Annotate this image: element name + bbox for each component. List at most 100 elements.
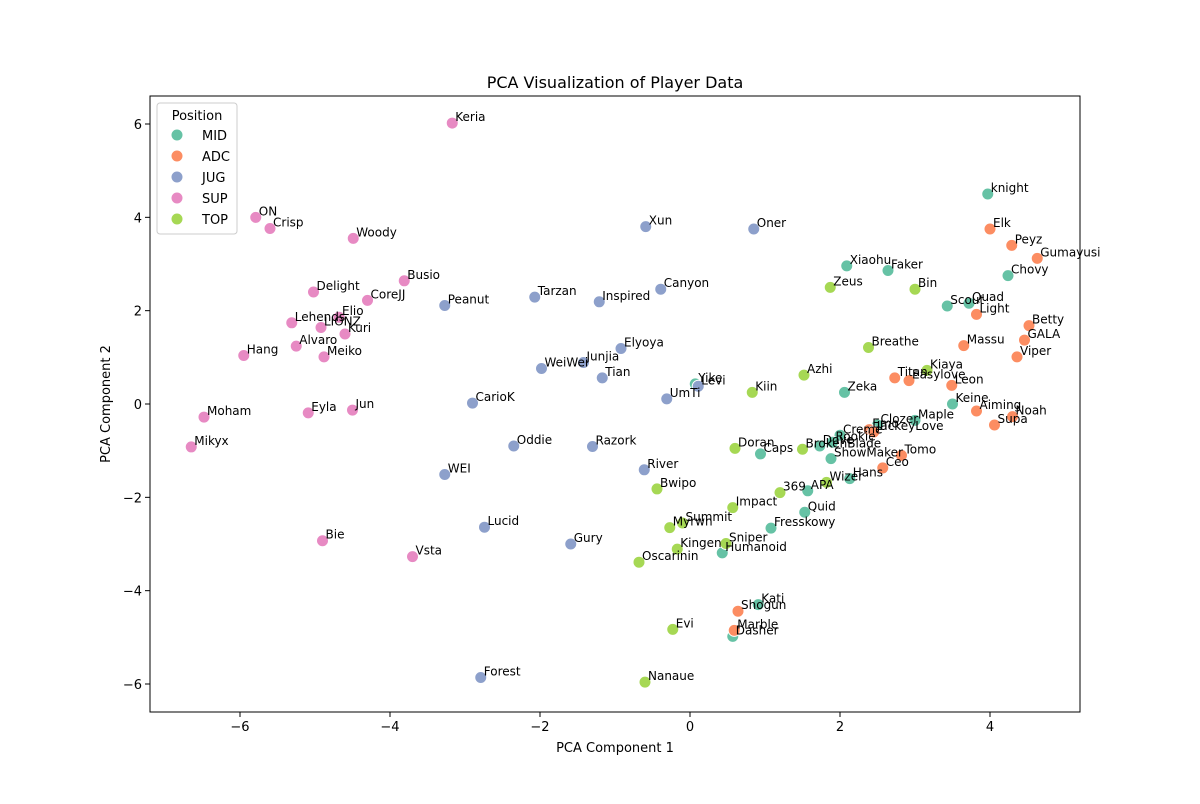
x-tick-label: −4 [380,720,399,735]
data-points [184,116,1044,689]
legend-title: Position [172,109,223,124]
point-label: Kingen [680,536,721,550]
point-label: Shogun [741,598,786,612]
data-point-mid [838,385,851,399]
data-point-sup [361,293,374,307]
data-point-sup [332,310,346,324]
point-label: Junjia [586,349,620,363]
point-label: Levi [701,373,725,387]
legend-label: SUP [202,192,228,207]
legend-marker-jug [170,170,184,184]
x-tick-label: 4 [986,720,994,735]
data-point-adc [876,461,890,475]
data-point-adc [1030,251,1044,265]
point-label: Kati [761,592,784,606]
data-point-adc [970,404,983,418]
x-tick-label: −2 [530,720,549,735]
data-point-top [650,482,664,496]
data-point-top [676,516,689,530]
point-label: Forest [484,664,521,678]
plot-frame [149,95,1081,713]
data-point-mid [826,435,839,449]
data-point-mid [801,484,815,498]
point-label: WeiWei [545,356,589,370]
point-label: Tian [604,365,630,379]
point-label: Crisp [273,216,304,230]
y-tick-label: 2 [134,305,142,320]
data-point-adc [731,604,745,618]
data-point-jug [747,222,761,236]
point-label: Elio [342,304,364,318]
point-label: Keine [956,391,989,405]
point-label: Faker [891,258,923,272]
point-label: Oddie [517,433,552,447]
data-point-jug [660,392,674,406]
x-axis-label: PCA Component 1 [556,741,674,756]
point-label: APA [811,478,835,492]
data-point-mid [908,413,922,427]
data-point-top [773,486,787,500]
data-point-sup [249,210,263,224]
point-label: Fresskowy [774,515,835,529]
data-point-top [670,542,684,556]
point-label: Supa [998,412,1028,426]
legend: Position MID ADC JUG SUP TOP [156,102,238,235]
point-label: River [647,457,678,471]
data-point-top [796,442,809,456]
data-point-sup [184,440,198,454]
legend-label: JUG [201,171,225,186]
axis-ticks: −6 −4 −2 0 2 4 −6 −4 −2 0 2 4 6 [123,118,994,735]
point-label: Nanaue [648,669,694,683]
data-point-adc [988,418,1001,432]
point-label: GALA [1028,327,1061,341]
legend-marker-mid [170,128,184,142]
point-label: Doran [738,435,774,449]
data-point-adc [902,374,916,388]
data-point-mid [840,259,854,273]
data-point-top [920,363,934,377]
point-label: Alvaro [299,333,337,347]
point-label: LIONZ [324,314,361,328]
x-tick-label: 2 [836,720,844,735]
data-point-mid [981,187,995,201]
point-label: Lucid [488,514,520,528]
data-point-jug [528,290,542,304]
point-label: Scout [950,293,984,307]
data-point-mid [813,439,827,453]
point-label: Betty [1032,313,1064,327]
data-point-jug [639,220,653,234]
point-label: Kuri [348,321,371,335]
data-point-sup [289,339,303,353]
data-point-jug [637,463,651,477]
y-tick-label: −2 [123,491,142,506]
data-point-mid [962,296,976,310]
data-point-adc [983,222,997,236]
data-point-jug [691,379,705,393]
data-point-mid [824,452,838,466]
data-point-jug [592,295,606,309]
point-label: Bie [326,528,345,542]
point-label: Woody [356,225,397,239]
point-label: Keria [455,110,485,124]
point-label: Ceo [886,455,909,469]
legend-marker-adc [170,149,184,163]
legend-label: TOP [201,213,228,228]
point-label: Creme [843,422,883,436]
point-label: Hans [853,466,883,480]
data-point-top [726,501,740,515]
point-label: Zeka [848,379,878,393]
point-label: Mikyx [194,434,228,448]
legend-label: ADC [202,150,230,165]
point-label: Aiming [980,398,1022,412]
data-point-top [632,555,646,569]
data-point-sup [346,231,360,245]
data-point-mid [751,598,765,612]
data-point-adc [1022,319,1036,333]
point-label: Canyon [664,276,709,290]
data-point-adc [895,448,908,462]
data-point-top [745,385,759,399]
data-point-top [862,341,875,355]
data-point-mid [843,472,857,486]
data-point-sup [263,222,277,236]
